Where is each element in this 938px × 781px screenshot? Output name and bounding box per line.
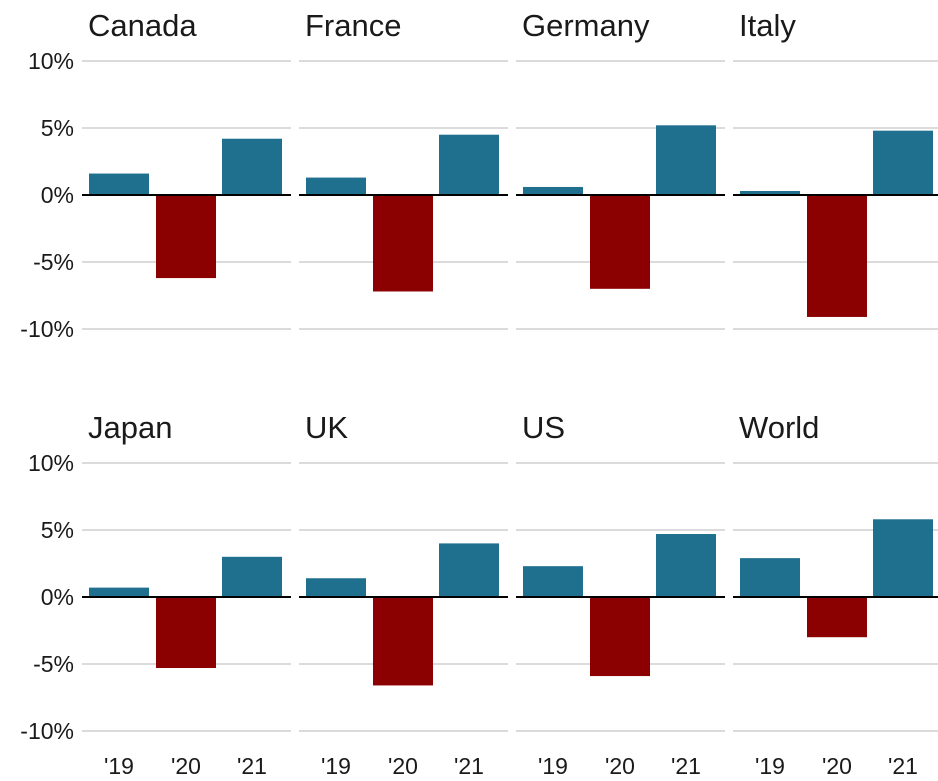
panel-japan: Japan '19 '20 '21	[82, 410, 291, 779]
bar-uk-0	[306, 578, 366, 597]
x-tick-label: '21	[671, 753, 701, 779]
bar-italy-1	[807, 195, 867, 317]
y-tick-label: 5%	[41, 517, 74, 543]
bar-us-1	[590, 597, 650, 677]
panel-uk: UK '19 '20 '21	[299, 410, 508, 779]
bar-canada-1	[156, 195, 216, 279]
bar-world-0	[740, 558, 800, 597]
bar-italy-0	[740, 190, 800, 195]
bar-canada-0	[89, 173, 149, 195]
x-tick-label: '20	[605, 753, 635, 779]
x-tick-label: '21	[454, 753, 484, 779]
bar-france-0	[306, 177, 366, 195]
panel-title-us: US	[522, 410, 565, 445]
panel-title-france: France	[305, 8, 401, 43]
bar-italy-2	[873, 130, 933, 195]
x-tick-label: '20	[171, 753, 201, 779]
bar-germany-0	[523, 186, 583, 195]
panel-italy: Italy	[733, 8, 938, 330]
bar-japan-2	[222, 556, 282, 597]
y-axis-row-2: 10% 5% 0% -5% -10%	[20, 450, 74, 744]
panel-title-uk: UK	[305, 410, 348, 445]
bar-uk-2	[439, 543, 499, 597]
y-tick-label: -5%	[33, 249, 74, 275]
panel-title-world: World	[739, 410, 819, 445]
y-axis-row-1: 10% 5% 0% -5% -10%	[20, 48, 74, 342]
y-tick-label: 10%	[28, 450, 74, 476]
x-tick-label: '19	[538, 753, 568, 779]
x-tick-label: '19	[755, 753, 785, 779]
bar-japan-0	[89, 587, 149, 597]
y-tick-label: 5%	[41, 115, 74, 141]
x-tick-label: '20	[822, 753, 852, 779]
x-tick-label: '20	[388, 753, 418, 779]
x-tick-label: '19	[321, 753, 351, 779]
y-tick-label: 0%	[41, 584, 74, 610]
panel-title-japan: Japan	[88, 410, 172, 445]
bar-france-2	[439, 134, 499, 195]
x-tick-label: '21	[237, 753, 267, 779]
panel-world: World '19 '20 '21	[733, 410, 938, 779]
y-tick-label: -10%	[20, 316, 74, 342]
bar-us-0	[523, 566, 583, 597]
bar-canada-2	[222, 138, 282, 195]
bar-france-1	[373, 195, 433, 292]
panel-title-canada: Canada	[88, 8, 197, 43]
y-tick-label: 10%	[28, 48, 74, 74]
y-tick-label: -5%	[33, 651, 74, 677]
panel-france: France	[299, 8, 508, 330]
x-tick-label: '19	[104, 753, 134, 779]
x-tick-label: '21	[888, 753, 918, 779]
bar-germany-1	[590, 195, 650, 289]
bar-world-1	[807, 597, 867, 638]
bar-world-2	[873, 519, 933, 597]
panel-title-germany: Germany	[522, 8, 650, 43]
panel-germany: Germany	[516, 8, 725, 330]
bar-uk-1	[373, 597, 433, 686]
panel-title-italy: Italy	[739, 8, 796, 43]
panel-us: US '19 '20 '21	[516, 410, 725, 779]
bar-japan-1	[156, 597, 216, 669]
y-tick-label: 0%	[41, 182, 74, 208]
panel-canada: Canada	[82, 8, 291, 330]
bar-germany-2	[656, 125, 716, 195]
y-tick-label: -10%	[20, 718, 74, 744]
bar-us-2	[656, 534, 716, 597]
